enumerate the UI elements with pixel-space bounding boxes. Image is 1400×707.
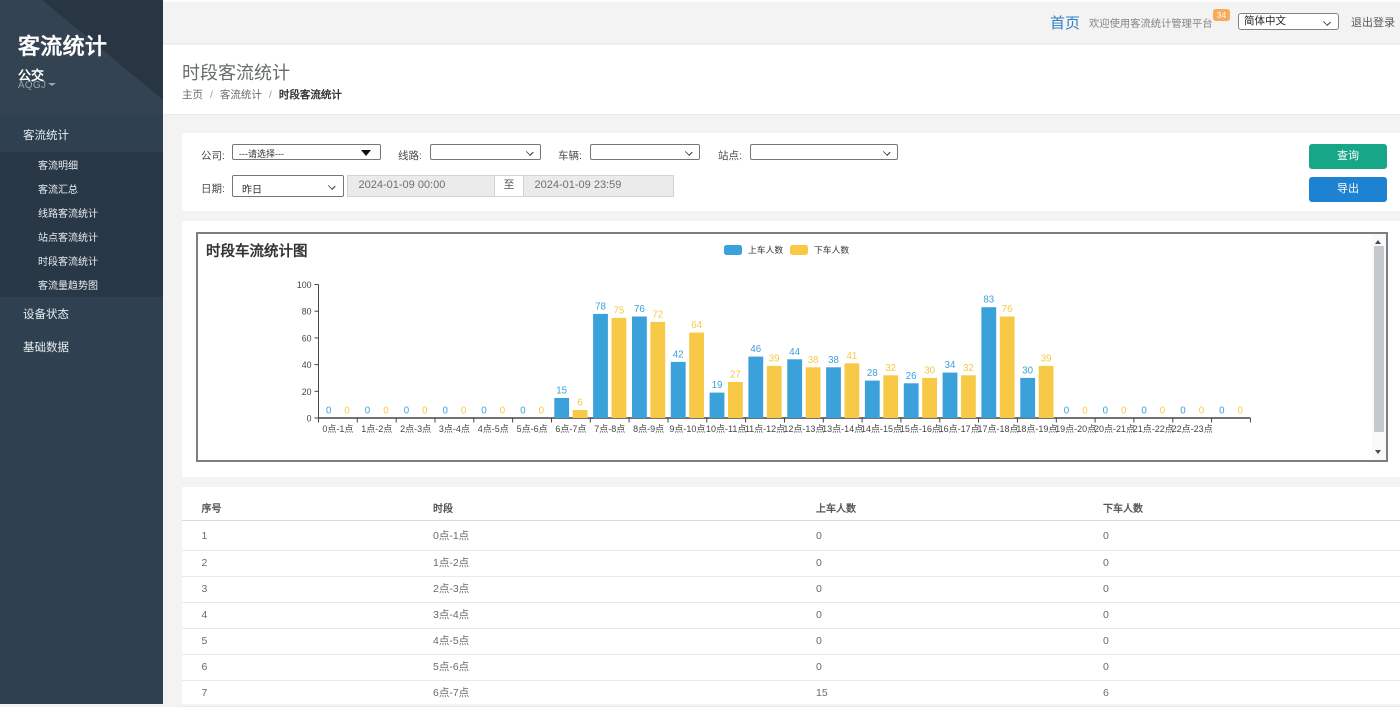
svg-text:0: 0: [1180, 405, 1186, 416]
svg-text:32: 32: [885, 362, 896, 373]
svg-text:75: 75: [614, 305, 625, 316]
svg-text:11点-12点: 11点-12点: [745, 424, 785, 434]
svg-text:83: 83: [983, 294, 994, 305]
svg-text:0: 0: [344, 405, 350, 416]
svg-text:6: 6: [577, 397, 582, 408]
svg-text:0: 0: [307, 413, 312, 423]
svg-text:时段车流统计图: 时段车流统计图: [206, 242, 308, 260]
svg-text:30: 30: [1022, 365, 1033, 376]
svg-text:41: 41: [847, 350, 858, 361]
svg-text:9点-10点: 9点-10点: [669, 424, 705, 434]
svg-text:0: 0: [326, 405, 332, 416]
svg-text:0: 0: [1141, 405, 1147, 416]
svg-text:16点-17点: 16点-17点: [939, 424, 980, 434]
svg-text:5点-6点: 5点-6点: [517, 424, 548, 434]
svg-text:8点-9点: 8点-9点: [633, 424, 664, 434]
svg-text:22点-23点: 22点-23点: [1172, 424, 1213, 434]
svg-text:0: 0: [365, 405, 371, 416]
svg-text:26: 26: [906, 370, 917, 381]
svg-text:0: 0: [461, 405, 467, 416]
svg-text:0: 0: [1238, 405, 1244, 416]
svg-text:下车人数: 下车人数: [814, 244, 849, 255]
svg-text:30: 30: [924, 365, 935, 376]
svg-text:80: 80: [302, 306, 312, 316]
svg-text:4点-5点: 4点-5点: [478, 424, 509, 434]
svg-text:10点-11点: 10点-11点: [706, 424, 746, 434]
svg-text:0: 0: [520, 405, 526, 416]
svg-text:34: 34: [945, 360, 956, 371]
svg-text:15: 15: [556, 385, 567, 396]
svg-text:0点-1点: 0点-1点: [322, 424, 353, 434]
svg-text:78: 78: [595, 301, 606, 312]
svg-text:0: 0: [422, 405, 428, 416]
svg-text:40: 40: [302, 360, 312, 370]
svg-text:0: 0: [1160, 405, 1166, 416]
svg-text:1点-2点: 1点-2点: [361, 424, 392, 434]
svg-text:12点-13点: 12点-13点: [783, 424, 824, 434]
svg-text:15点-16点: 15点-16点: [900, 424, 941, 434]
svg-text:0: 0: [1103, 405, 1109, 416]
svg-text:28: 28: [867, 368, 878, 379]
svg-text:39: 39: [769, 353, 780, 364]
svg-text:0: 0: [539, 405, 545, 416]
svg-text:0: 0: [1082, 405, 1088, 416]
svg-text:32: 32: [963, 362, 974, 373]
svg-text:38: 38: [808, 354, 819, 365]
svg-text:0: 0: [481, 405, 487, 416]
svg-text:0: 0: [443, 405, 449, 416]
svg-text:46: 46: [750, 344, 761, 355]
svg-text:0: 0: [1064, 405, 1070, 416]
svg-text:60: 60: [302, 333, 312, 343]
svg-text:19点-20点: 19点-20点: [1055, 424, 1096, 434]
svg-text:20: 20: [302, 386, 312, 396]
svg-text:2点-3点: 2点-3点: [400, 424, 431, 434]
svg-text:0: 0: [1121, 405, 1127, 416]
svg-text:21点-22点: 21点-22点: [1133, 424, 1174, 434]
svg-text:20点-21点: 20点-21点: [1094, 424, 1135, 434]
svg-text:76: 76: [1002, 304, 1013, 315]
svg-text:0: 0: [1199, 405, 1205, 416]
svg-text:0: 0: [404, 405, 410, 416]
svg-text:13点-14点: 13点-14点: [822, 424, 863, 434]
svg-text:0: 0: [383, 405, 389, 416]
svg-text:上车人数: 上车人数: [748, 244, 783, 255]
svg-text:64: 64: [691, 320, 702, 331]
svg-text:42: 42: [673, 349, 684, 360]
svg-text:0: 0: [500, 405, 506, 416]
svg-text:76: 76: [634, 304, 645, 315]
svg-text:3点-4点: 3点-4点: [439, 424, 470, 434]
svg-text:0: 0: [1219, 405, 1225, 416]
svg-text:27: 27: [730, 369, 741, 380]
svg-text:100: 100: [297, 280, 312, 290]
svg-text:7点-8点: 7点-8点: [594, 424, 625, 434]
svg-text:6点-7点: 6点-7点: [555, 424, 586, 434]
svg-text:19: 19: [712, 380, 723, 391]
svg-text:44: 44: [789, 346, 800, 357]
svg-text:38: 38: [828, 354, 839, 365]
svg-text:39: 39: [1041, 353, 1052, 364]
svg-text:72: 72: [652, 309, 663, 320]
svg-text:18点-19点: 18点-19点: [1016, 424, 1057, 434]
svg-text:17点-18点: 17点-18点: [977, 424, 1018, 434]
svg-text:14点-15点: 14点-15点: [861, 424, 902, 434]
